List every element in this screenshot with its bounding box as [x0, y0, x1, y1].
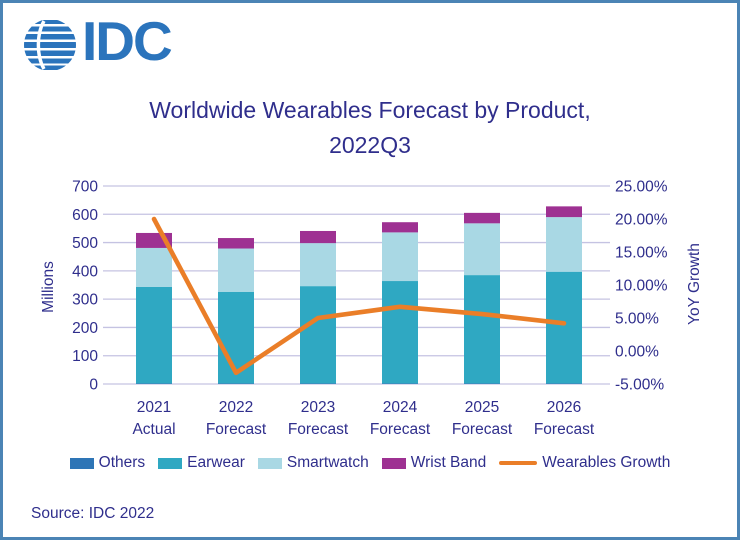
category-label-type: Forecast	[370, 421, 431, 438]
page-title-line1: Worldwide Wearables Forecast by Product,	[149, 97, 591, 123]
bar-segment-earwear	[546, 271, 582, 384]
y1-tick-label: 200	[72, 320, 98, 337]
y1-tick-label: 600	[72, 207, 98, 224]
y1-tick-label: 500	[72, 235, 98, 252]
bar-segment-wrist-band	[218, 238, 254, 249]
bar-segment-others	[218, 383, 254, 384]
legend-swatch-box	[257, 457, 282, 469]
bar-segment-others	[382, 383, 418, 384]
y1-tick-label: 400	[72, 263, 98, 280]
legend-label: Smartwatch	[286, 454, 369, 471]
idc-globe-icon	[24, 19, 76, 70]
bar-segment-wrist-band	[546, 206, 582, 218]
wearables-chart: 700 600 500 400 300 200 100 0 25.00% 20.00% 15.00%…	[72, 179, 668, 439]
category-label-year: 2025	[465, 399, 499, 416]
category-label-year: 2026	[547, 399, 581, 416]
y1-tick-label: 300	[72, 292, 98, 309]
bar-segment-smartwatch	[218, 248, 254, 292]
bar-segment-wrist-band	[300, 230, 336, 244]
legend-item-earwear: Earwear	[158, 454, 245, 472]
bar-segment-smartwatch	[464, 223, 500, 276]
bar-segment-others	[464, 383, 500, 384]
source-note: Source: IDC 2022	[31, 505, 155, 522]
page-title-line2: 2022Q3	[329, 132, 411, 158]
legend-item-others: Others	[69, 454, 146, 472]
legend-label: Wrist Band	[410, 454, 487, 471]
bar-segment-earwear	[382, 281, 418, 384]
category-label-type: Forecast	[534, 421, 595, 438]
y2-tick-label: 25.00%	[615, 179, 668, 196]
y2-tick-label: 5.00%	[615, 311, 659, 328]
y1-tick-label: 700	[72, 179, 98, 196]
legend-item-wrist-band: Wrist Band	[381, 454, 487, 472]
bar-segment-smartwatch	[382, 232, 418, 282]
bar-segment-others	[300, 383, 336, 384]
y2-tick-label: -5.00%	[615, 377, 664, 394]
category-label-year: 2023	[301, 399, 335, 416]
legend-swatch-box	[158, 457, 183, 469]
legend-label: Earwear	[187, 454, 245, 471]
category-label-year: 2021	[137, 399, 171, 416]
legend-label: Others	[98, 454, 146, 471]
bar-segment-others	[136, 383, 172, 384]
y1-tick-label: 0	[89, 377, 98, 394]
y2-tick-label: 0.00%	[615, 344, 659, 361]
category-label-year: 2022	[219, 399, 253, 416]
wearables-growth-line	[151, 216, 567, 376]
bar-segment-wrist-band	[382, 222, 418, 233]
page-title: Worldwide Wearables Forecast by Product,…	[3, 93, 737, 163]
legend-item-wearables-growth: Wearables Growth	[499, 454, 670, 472]
y2-tick-label: 10.00%	[615, 278, 668, 295]
legend-label: Wearables Growth	[542, 454, 671, 471]
legend-swatch-box	[381, 457, 406, 469]
chart-legend: Others Earwear Smartwatch Wrist Band Wearabl…	[3, 454, 737, 472]
bar-segment-earwear	[300, 286, 336, 384]
bar-segment-smartwatch	[136, 247, 172, 287]
category-label-type: Forecast	[288, 421, 349, 438]
category-label-year: 2024	[383, 399, 418, 416]
category-label-type: Actual	[132, 421, 175, 438]
bar-segment-smartwatch	[300, 243, 336, 287]
y2-axis-title: YoY Growth	[686, 243, 703, 325]
y1-tick-label: 100	[72, 348, 98, 365]
bar-segment-wrist-band	[464, 212, 500, 224]
bar-segment-smartwatch	[546, 217, 582, 272]
y2-tick-label: 15.00%	[615, 245, 668, 262]
legend-swatch-line	[499, 460, 538, 466]
bar-segment-others	[546, 383, 582, 384]
bar-segment-earwear	[136, 286, 172, 384]
category-label-type: Forecast	[452, 421, 513, 438]
idc-logo: IDC	[23, 10, 173, 72]
category-label-type: Forecast	[206, 421, 267, 438]
bar-segment-earwear	[464, 275, 500, 384]
y2-tick-label: 20.00%	[615, 212, 668, 229]
legend-item-smartwatch: Smartwatch	[257, 454, 369, 472]
legend-swatch-box	[69, 457, 94, 469]
idc-logo-text: IDC	[82, 10, 173, 72]
y1-axis-title: Millions	[40, 261, 57, 313]
